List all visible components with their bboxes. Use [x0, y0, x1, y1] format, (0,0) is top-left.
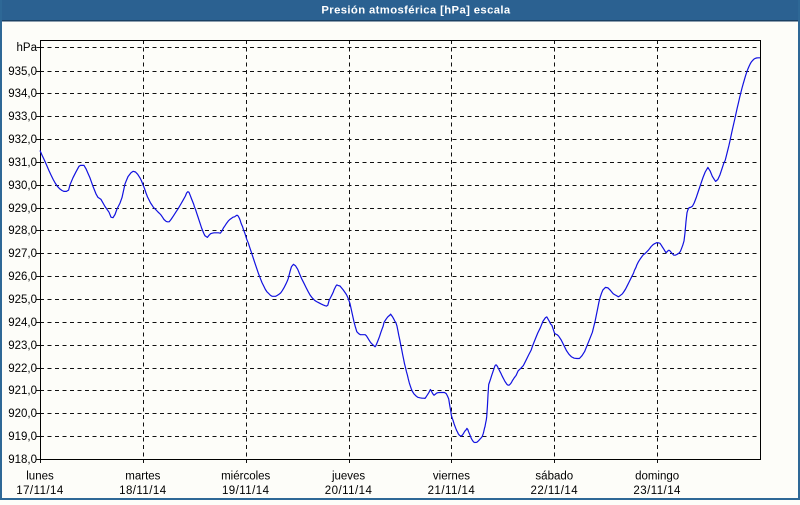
svg-text:sábado: sábado — [535, 471, 573, 483]
svg-text:domingo: domingo — [635, 471, 679, 483]
svg-text:23/11/14: 23/11/14 — [633, 485, 681, 497]
svg-text:927,0: 927,0 — [8, 248, 37, 260]
svg-text:19/11/14: 19/11/14 — [222, 485, 270, 497]
svg-text:jueves: jueves — [331, 471, 365, 483]
svg-text:931,0: 931,0 — [8, 157, 37, 169]
svg-text:925,0: 925,0 — [8, 294, 37, 306]
svg-text:922,0: 922,0 — [8, 363, 37, 375]
svg-text:924,0: 924,0 — [8, 317, 37, 329]
svg-text:934,0: 934,0 — [8, 88, 37, 100]
svg-text:921,0: 921,0 — [8, 385, 37, 397]
svg-text:martes: martes — [125, 471, 160, 483]
svg-text:22/11/14: 22/11/14 — [531, 485, 579, 497]
svg-text:935,0: 935,0 — [8, 66, 37, 78]
svg-text:18/11/14: 18/11/14 — [119, 485, 167, 497]
svg-text:21/11/14: 21/11/14 — [428, 485, 476, 497]
svg-text:17/11/14: 17/11/14 — [16, 485, 64, 497]
svg-text:933,0: 933,0 — [8, 111, 37, 123]
svg-text:Presión atmosférica [hPa] esca: Presión atmosférica [hPa] escala — [321, 5, 511, 17]
svg-text:932,0: 932,0 — [8, 134, 37, 146]
svg-text:930,0: 930,0 — [8, 180, 37, 192]
svg-text:928,0: 928,0 — [8, 225, 37, 237]
svg-text:918,0: 918,0 — [8, 454, 37, 466]
svg-text:923,0: 923,0 — [8, 340, 37, 352]
svg-text:lunes: lunes — [26, 471, 54, 483]
svg-text:miércoles: miércoles — [221, 471, 270, 483]
svg-text:926,0: 926,0 — [8, 271, 37, 283]
svg-text:929,0: 929,0 — [8, 203, 37, 215]
svg-text:919,0: 919,0 — [8, 431, 37, 443]
svg-text:920,0: 920,0 — [8, 408, 37, 420]
svg-text:20/11/14: 20/11/14 — [325, 485, 373, 497]
svg-text:hPa: hPa — [17, 42, 38, 54]
svg-text:viernes: viernes — [433, 471, 470, 483]
